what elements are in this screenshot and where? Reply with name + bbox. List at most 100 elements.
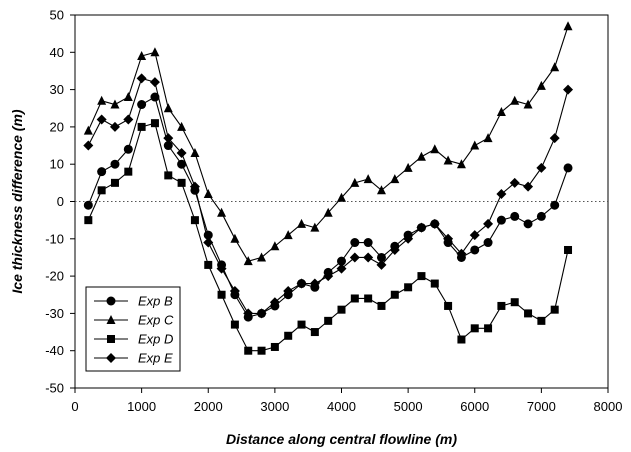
data-point-exp-d <box>550 305 559 314</box>
data-point-exp-c <box>283 230 293 240</box>
data-point-exp-e <box>229 286 240 297</box>
x-tick-label: 7000 <box>527 399 556 414</box>
data-point-exp-d <box>257 346 266 355</box>
data-point-exp-b <box>137 100 147 110</box>
y-tick-label: 40 <box>50 45 64 60</box>
data-point-exp-e <box>363 252 374 263</box>
data-point-exp-c <box>110 99 120 109</box>
data-point-exp-b <box>483 238 493 248</box>
data-point-exp-c <box>443 155 453 165</box>
data-point-exp-e <box>376 259 387 270</box>
data-point-exp-c <box>510 95 520 105</box>
legend-entry-exp-d: Exp D <box>94 332 173 347</box>
data-point-exp-c <box>350 177 360 187</box>
data-point-exp-d <box>564 245 573 254</box>
y-tick-label: 30 <box>50 82 64 97</box>
data-point-exp-e <box>509 177 520 188</box>
data-point-exp-e <box>283 286 294 297</box>
data-point-exp-d <box>484 324 493 333</box>
data-point-exp-c <box>470 140 480 150</box>
legend-marker-exp-c <box>106 315 116 324</box>
legend-marker-exp-b <box>106 296 116 306</box>
data-point-exp-b <box>496 215 506 225</box>
data-point-exp-d <box>537 316 546 325</box>
data-point-exp-e <box>83 140 94 151</box>
data-point-exp-c <box>496 106 506 116</box>
data-point-exp-e <box>136 73 147 84</box>
legend-label-exp-b: Exp B <box>138 294 173 309</box>
legend-marker-exp-e <box>106 353 116 363</box>
y-tick-label: -10 <box>45 231 64 246</box>
data-point-exp-c <box>270 241 280 251</box>
data-point-exp-e <box>123 114 134 125</box>
data-point-exp-c <box>203 189 213 199</box>
tick-labels: 0 1000 2000 3000 4000 5000 6000 7000 8000 -50 -40 -… <box>45 8 622 415</box>
x-tick-label: 1000 <box>127 399 156 414</box>
data-point-exp-e <box>323 271 334 282</box>
legend: Exp B Exp C Exp D Exp E <box>85 286 181 372</box>
data-point-exp-b <box>376 252 386 262</box>
y-tick-label: -40 <box>45 343 64 358</box>
data-point-exp-b <box>363 238 373 248</box>
data-point-exp-c <box>310 222 320 232</box>
data-point-exp-d <box>524 309 533 318</box>
series-exp-d <box>84 119 573 355</box>
data-point-exp-d <box>404 283 413 292</box>
data-point-exp-d <box>97 186 106 195</box>
x-tick-label: 6000 <box>460 399 489 414</box>
data-point-exp-c <box>83 125 93 135</box>
data-point-exp-c <box>150 47 160 57</box>
data-point-exp-d <box>350 294 359 303</box>
legend-entry-exp-b: Exp B <box>94 294 173 309</box>
data-point-exp-b <box>97 167 107 177</box>
data-point-exp-c <box>483 133 493 143</box>
data-point-exp-d <box>310 328 319 337</box>
data-point-exp-b <box>337 256 346 266</box>
x-tick-label: 4000 <box>327 399 356 414</box>
data-point-exp-e <box>176 148 187 159</box>
data-point-exp-d <box>337 305 346 314</box>
y-tick-label: 0 <box>57 194 64 209</box>
data-point-exp-b <box>470 245 480 255</box>
data-point-exp-c <box>123 92 133 102</box>
legend-marker-exp-d <box>107 335 115 343</box>
data-point-exp-c <box>177 121 187 131</box>
data-point-exp-e <box>109 121 120 132</box>
data-point-exp-c <box>230 233 240 243</box>
data-point-exp-e <box>216 263 227 274</box>
data-point-exp-b <box>523 219 533 229</box>
data-point-exp-e <box>256 308 267 319</box>
data-point-exp-c <box>257 252 267 262</box>
x-tick-label: 8000 <box>594 399 623 414</box>
legend-label-exp-c: Exp C <box>138 313 174 328</box>
series-exp-e <box>83 73 574 319</box>
data-point-exp-c <box>523 99 533 109</box>
data-point-exp-d <box>364 294 373 303</box>
data-point-exp-d <box>417 272 426 281</box>
data-point-exp-e <box>189 181 200 192</box>
data-point-exp-c <box>363 174 373 184</box>
data-point-exp-d <box>177 178 186 187</box>
data-point-exp-d <box>204 260 213 269</box>
data-point-exp-e <box>496 189 507 200</box>
data-point-exp-e <box>296 278 307 289</box>
axis-ticks <box>70 14 609 393</box>
data-point-exp-e <box>309 278 320 289</box>
data-point-exp-c <box>243 256 253 266</box>
data-point-exp-e <box>536 162 547 173</box>
data-point-exp-c <box>323 207 333 217</box>
y-tick-label: -20 <box>45 269 64 284</box>
data-point-exp-e <box>549 133 560 144</box>
data-point-exp-b <box>563 163 573 173</box>
data-point-exp-e <box>469 230 480 241</box>
data-point-exp-c <box>376 185 386 195</box>
data-point-exp-c <box>137 51 147 61</box>
data-point-exp-b <box>83 200 93 210</box>
x-tick-label: 0 <box>71 399 78 414</box>
data-point-exp-b <box>536 211 546 221</box>
data-point-exp-e <box>203 237 214 248</box>
y-axis-title: Ice thickness difference (m) <box>9 109 25 293</box>
data-point-exp-b <box>110 159 120 169</box>
data-point-exp-d <box>84 216 93 225</box>
data-point-exp-e <box>96 114 107 125</box>
